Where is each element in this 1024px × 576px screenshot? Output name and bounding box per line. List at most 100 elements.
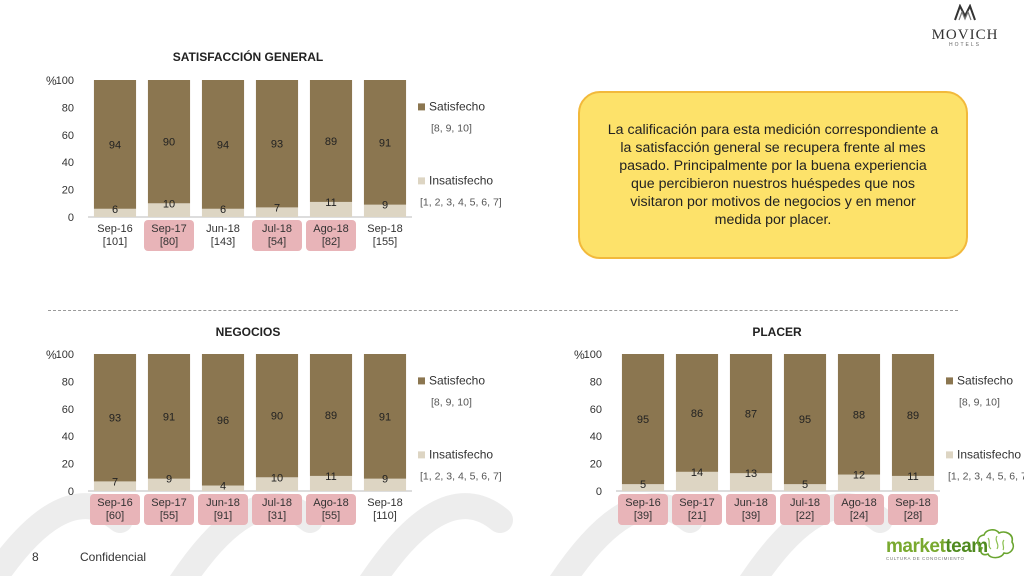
data-label-insatisfecho: 11 xyxy=(325,471,336,483)
chart-title: SATISFACCIÓN GENERAL xyxy=(173,49,323,64)
callout-text: La calificación para esta medición corre… xyxy=(607,122,939,228)
category-highlight xyxy=(144,494,194,525)
category-highlight xyxy=(888,494,938,525)
bar-satisfecho xyxy=(93,80,137,209)
x-tick-label: Ago-18 xyxy=(313,497,348,509)
x-tick-label: Sep-17 xyxy=(151,223,186,235)
x-tick-base-label: [91] xyxy=(214,510,232,522)
category-highlight xyxy=(726,494,776,525)
bar-satisfecho xyxy=(201,80,245,209)
data-label-satisfecho: 89 xyxy=(325,136,337,148)
category-highlight xyxy=(144,220,194,251)
data-label-insatisfecho: 9 xyxy=(382,474,388,486)
y-tick-label: 100 xyxy=(56,349,74,361)
chart-svg-placer: PLACER%020406080100955Sep-16[39]8614Sep-… xyxy=(574,325,1024,525)
data-label-satisfecho: 95 xyxy=(637,414,649,426)
data-label-satisfecho: 89 xyxy=(907,410,919,422)
data-label-insatisfecho: 6 xyxy=(220,204,226,216)
bar-satisfecho xyxy=(309,354,353,476)
x-tick-base-label: [28] xyxy=(904,510,922,522)
marketteam-logo: marketteam CULTURA DE CONOCIMIENTO xyxy=(886,536,988,561)
bar-satisfecho xyxy=(93,354,137,482)
bar-insatisfecho xyxy=(675,471,719,491)
bar-satisfecho xyxy=(255,80,299,208)
logo-market-text: market xyxy=(886,536,946,557)
data-label-insatisfecho: 13 xyxy=(745,468,757,480)
x-tick-label: Sep-16 xyxy=(97,497,132,509)
legend-note-insatisfecho: [1, 2, 3, 4, 5, 6, 7] xyxy=(420,196,502,208)
data-label-satisfecho: 86 xyxy=(691,408,703,420)
chart-svg-general: SATISFACCIÓN GENERAL% 0 20 40 60 80 100 94 6 Sep-… xyxy=(46,49,502,251)
chart-negocios: NEGOCIOS% 0 20 40 60 80 100 93 7 Sep-16 [60] 91 9 Sep… xyxy=(0,315,540,530)
y-tick-label: 40 xyxy=(62,431,74,443)
bar-satisfecho xyxy=(675,354,719,472)
data-label-satisfecho: 87 xyxy=(745,409,757,421)
x-tick-label: Jun-18 xyxy=(734,497,768,509)
legend-swatch-satisfecho xyxy=(946,377,953,385)
chart-svg-negocios: NEGOCIOS% 0 20 40 60 80 100 93 7 Sep-16[60] 91 9 Sep… xyxy=(46,325,502,525)
y-tick-label: 40 xyxy=(590,431,602,443)
y-tick-label: 0 xyxy=(68,486,74,498)
data-label-insatisfecho: 9 xyxy=(382,200,388,212)
bar-insatisfecho xyxy=(201,485,245,491)
bar-satisfecho xyxy=(621,354,665,485)
legend-swatch-insatisfecho xyxy=(946,451,953,459)
bar-insatisfecho xyxy=(621,484,665,491)
y-tick-label: 80 xyxy=(590,376,602,388)
y-axis-label: % xyxy=(574,348,585,362)
bar-insatisfecho xyxy=(363,204,407,217)
data-label-insatisfecho: 12 xyxy=(853,470,865,482)
data-label-satisfecho: 89 xyxy=(325,410,337,422)
category-highlight xyxy=(306,494,356,525)
x-tick-base-label: [82] xyxy=(322,236,340,248)
bar-insatisfecho xyxy=(201,208,245,217)
bar-satisfecho xyxy=(363,354,407,479)
movich-logo: MOVICH HOTELS xyxy=(920,3,1010,48)
data-label-insatisfecho: 11 xyxy=(907,471,918,483)
bar-insatisfecho xyxy=(783,484,827,491)
x-tick-base-label: [21] xyxy=(688,510,706,522)
y-tick-label: 0 xyxy=(68,212,74,224)
data-label-insatisfecho: 14 xyxy=(691,467,703,479)
x-tick-base-label: [39] xyxy=(634,510,652,522)
bar-insatisfecho xyxy=(255,207,299,217)
movich-emblem-icon xyxy=(954,3,976,21)
x-tick-base-label: [60] xyxy=(106,510,124,522)
category-highlight xyxy=(252,494,302,525)
brand-subtitle: HOTELS xyxy=(948,42,981,48)
y-tick-label: 60 xyxy=(62,130,74,142)
y-tick-label: 20 xyxy=(62,459,74,471)
x-tick-label: Sep-18 xyxy=(895,497,930,509)
data-label-insatisfecho: 10 xyxy=(271,472,283,484)
chart-title: NEGOCIOS xyxy=(216,325,281,339)
logo-tagline: CULTURA DE CONOCIMIENTO xyxy=(886,556,965,561)
category-highlight xyxy=(834,494,884,525)
bar-satisfecho xyxy=(147,354,191,479)
data-label-satisfecho: 96 xyxy=(217,415,229,427)
legend-swatch-insatisfecho xyxy=(418,177,425,185)
bar-insatisfecho xyxy=(147,478,191,491)
bar-satisfecho xyxy=(783,354,827,485)
y-tick-label: 40 xyxy=(62,157,74,169)
x-tick-base-label: [155] xyxy=(373,236,397,248)
bar-insatisfecho xyxy=(255,477,299,491)
y-tick-label: 60 xyxy=(590,404,602,416)
legend-label-satisfecho: Satisfecho xyxy=(429,373,485,387)
x-tick-base-label: [39] xyxy=(742,510,760,522)
legend-swatch-satisfecho xyxy=(418,103,425,111)
y-tick-label: 100 xyxy=(56,75,74,87)
bar-insatisfecho xyxy=(309,475,353,491)
legend-note-insatisfecho: [1, 2, 3, 4, 5, 6, 7] xyxy=(948,470,1024,482)
x-tick-label: Sep-16 xyxy=(625,497,660,509)
y-axis-label: % xyxy=(46,74,57,88)
x-tick-label: Jun-18 xyxy=(206,223,240,235)
x-tick-base-label: [22] xyxy=(796,510,814,522)
bar-satisfecho xyxy=(201,354,245,486)
legend-label-satisfecho: Satisfecho xyxy=(957,373,1013,387)
x-tick-base-label: [55] xyxy=(160,510,178,522)
x-tick-label: Sep-16 xyxy=(97,223,132,235)
bar-satisfecho xyxy=(147,80,191,204)
legend-swatch-insatisfecho xyxy=(418,451,425,459)
brand-name: MOVICH xyxy=(931,27,999,43)
x-tick-base-label: [54] xyxy=(268,236,286,248)
